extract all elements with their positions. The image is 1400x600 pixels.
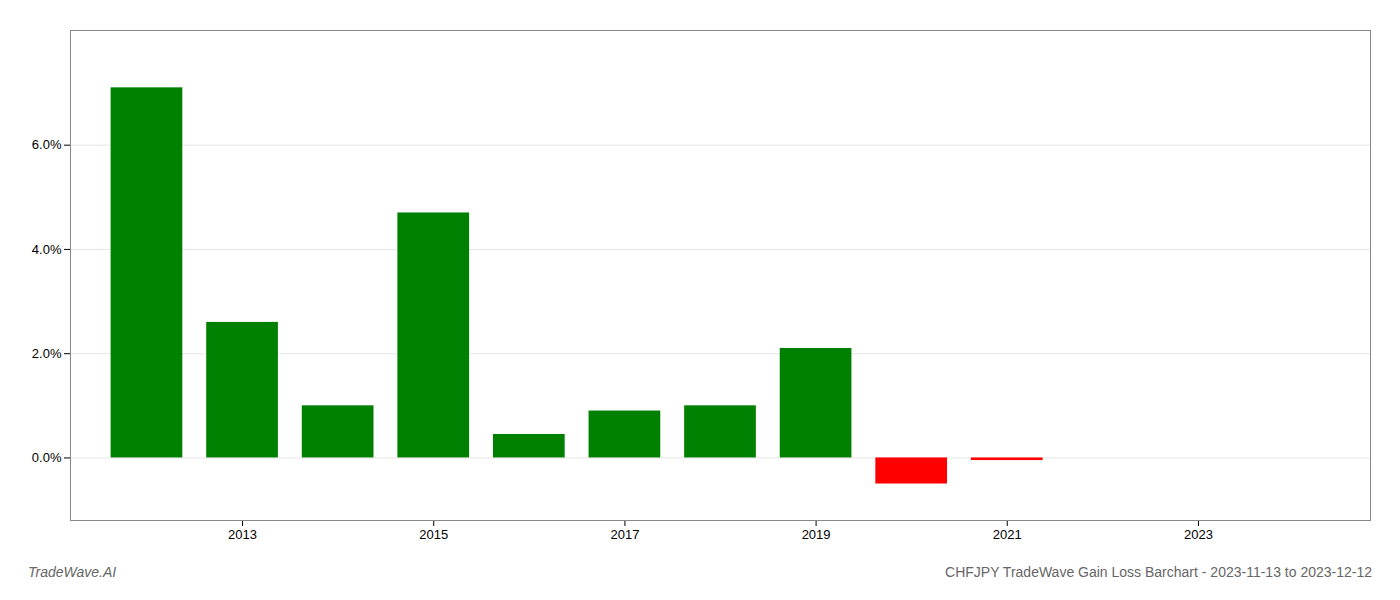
svg-text:2021: 2021	[993, 527, 1022, 542]
svg-text:6.0%: 6.0%	[32, 137, 62, 152]
svg-text:2015: 2015	[419, 527, 448, 542]
svg-text:2023: 2023	[1184, 527, 1213, 542]
svg-text:0.0%: 0.0%	[32, 450, 62, 465]
svg-text:4.0%: 4.0%	[32, 242, 62, 257]
html-text:TradeWave.AI: TradeWave.AI	[28, 564, 117, 580]
svg-text:2017: 2017	[610, 527, 639, 542]
html-text:CHFJPY TradeWave Gain Loss Bar: CHFJPY TradeWave Gain Loss Barchart - 20…	[945, 564, 1372, 580]
svg-text:2019: 2019	[802, 527, 831, 542]
svg-text:2013: 2013	[228, 527, 257, 542]
svg-text:2.0%: 2.0%	[32, 346, 62, 361]
